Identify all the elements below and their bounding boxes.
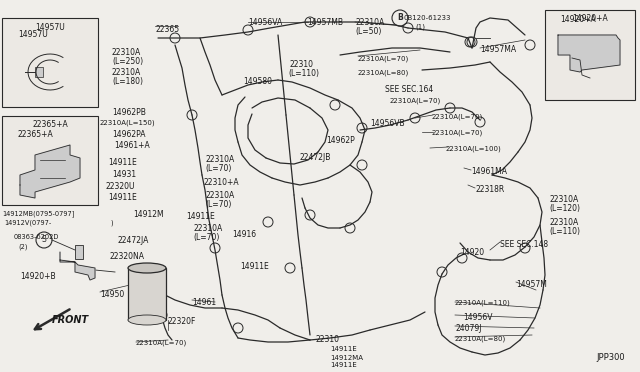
Text: 14957M: 14957M (516, 280, 547, 289)
Text: 14912V(0797-: 14912V(0797- (4, 219, 51, 225)
Text: 22310A: 22310A (205, 191, 234, 200)
Text: SEE SEC.148: SEE SEC.148 (500, 240, 548, 249)
Text: 14957U: 14957U (18, 30, 48, 39)
Text: (L=70): (L=70) (205, 200, 232, 209)
Text: 22310A(L=70): 22310A(L=70) (432, 113, 483, 119)
Text: 22310A(L=80): 22310A(L=80) (455, 335, 506, 341)
Ellipse shape (128, 315, 166, 325)
Polygon shape (60, 252, 95, 280)
Text: 14912MA: 14912MA (330, 355, 363, 361)
Text: 14962P: 14962P (326, 136, 355, 145)
Text: 14920+A: 14920+A (560, 15, 596, 24)
Text: 149580: 149580 (243, 77, 272, 86)
Polygon shape (20, 145, 80, 198)
Text: 22320F: 22320F (168, 317, 196, 326)
Text: 14911E: 14911E (108, 158, 137, 167)
Text: 22310A(L=80): 22310A(L=80) (358, 70, 409, 77)
Text: (L=120): (L=120) (549, 204, 580, 213)
Text: 22310A(L=100): 22310A(L=100) (446, 145, 502, 151)
Text: 22310A: 22310A (205, 155, 234, 164)
Text: (L=70): (L=70) (193, 233, 220, 242)
Text: 14961MA: 14961MA (471, 167, 507, 176)
Text: 22365+A: 22365+A (18, 130, 54, 139)
Text: 22310A: 22310A (112, 48, 141, 57)
Text: 14912MB(0795-0797]: 14912MB(0795-0797] (2, 210, 74, 217)
Text: 14911E: 14911E (186, 212, 215, 221)
Text: 14911E: 14911E (108, 193, 137, 202)
Text: 22310A(L=110): 22310A(L=110) (455, 300, 511, 307)
Text: 22310A(L=150): 22310A(L=150) (100, 119, 156, 125)
Text: 14961+A: 14961+A (114, 141, 150, 150)
Text: SEE SEC.164: SEE SEC.164 (385, 85, 433, 94)
Text: 14911E: 14911E (240, 262, 269, 271)
Text: (L=250): (L=250) (112, 57, 143, 66)
Text: 14916: 14916 (232, 230, 256, 239)
Text: 22310: 22310 (290, 60, 314, 69)
Text: 22472JA: 22472JA (118, 236, 149, 245)
Text: 14956VB: 14956VB (370, 119, 404, 128)
Text: B: B (397, 13, 403, 22)
Text: 22318R: 22318R (475, 185, 504, 194)
Text: 14912M: 14912M (133, 210, 164, 219)
Text: 22310A(L=70): 22310A(L=70) (136, 340, 188, 346)
Text: 22310+A: 22310+A (203, 178, 239, 187)
Text: 14962PA: 14962PA (112, 130, 145, 139)
Text: (L=70): (L=70) (205, 164, 232, 173)
Text: 14957MA: 14957MA (480, 45, 516, 54)
Bar (128, 268, 166, 320)
Polygon shape (558, 35, 620, 72)
Text: 22472JB: 22472JB (300, 153, 332, 162)
Text: 22310A: 22310A (112, 68, 141, 77)
Ellipse shape (128, 263, 166, 273)
Text: 14931: 14931 (112, 170, 136, 179)
Text: 08363-6202D: 08363-6202D (14, 234, 60, 240)
Text: 14956V: 14956V (463, 313, 493, 322)
Text: (L=180): (L=180) (112, 77, 143, 86)
Text: (1): (1) (415, 24, 425, 31)
Text: 22310: 22310 (315, 335, 339, 344)
Text: 14957MB: 14957MB (307, 18, 343, 27)
Bar (545, 10, 635, 100)
Text: 0B120-61233: 0B120-61233 (403, 15, 451, 21)
Text: 22310A: 22310A (193, 224, 222, 233)
Bar (2, 116, 98, 205)
Text: 14920+B: 14920+B (20, 272, 56, 281)
Text: S: S (42, 235, 46, 244)
Text: ): ) (110, 219, 113, 225)
Text: 24079J: 24079J (455, 324, 481, 333)
Text: 22310A(L=70): 22310A(L=70) (390, 97, 441, 103)
Text: 22310A(L=70): 22310A(L=70) (432, 130, 483, 137)
Text: 14957U: 14957U (35, 23, 65, 32)
Text: 22310A: 22310A (355, 18, 384, 27)
Text: 22310A(L=70): 22310A(L=70) (358, 55, 409, 61)
Text: (L=110): (L=110) (549, 227, 580, 236)
Text: 22320NA: 22320NA (110, 252, 145, 261)
Text: (L=50): (L=50) (355, 27, 381, 36)
Text: 14962PB: 14962PB (112, 108, 146, 117)
Text: 22310A: 22310A (549, 195, 579, 204)
Bar (35, 67, 43, 77)
Text: 14911E: 14911E (330, 362, 356, 368)
Text: 22365+A: 22365+A (32, 120, 68, 129)
Bar (75, 245, 83, 259)
Text: 22310A: 22310A (549, 218, 579, 227)
Text: (L=110): (L=110) (288, 69, 319, 78)
Text: 22320U: 22320U (106, 182, 136, 191)
Text: 14956VA: 14956VA (248, 18, 282, 27)
Text: 14911E: 14911E (330, 346, 356, 352)
Text: 14961: 14961 (192, 298, 216, 307)
Text: (2): (2) (18, 243, 28, 250)
Text: 14920+A: 14920+A (572, 14, 608, 23)
Text: FRONT: FRONT (52, 315, 89, 325)
Bar (2, 18, 98, 107)
Text: 14920: 14920 (460, 248, 484, 257)
Text: 22365: 22365 (155, 25, 179, 34)
Text: JPP300: JPP300 (596, 353, 625, 362)
Text: 14950: 14950 (100, 290, 124, 299)
